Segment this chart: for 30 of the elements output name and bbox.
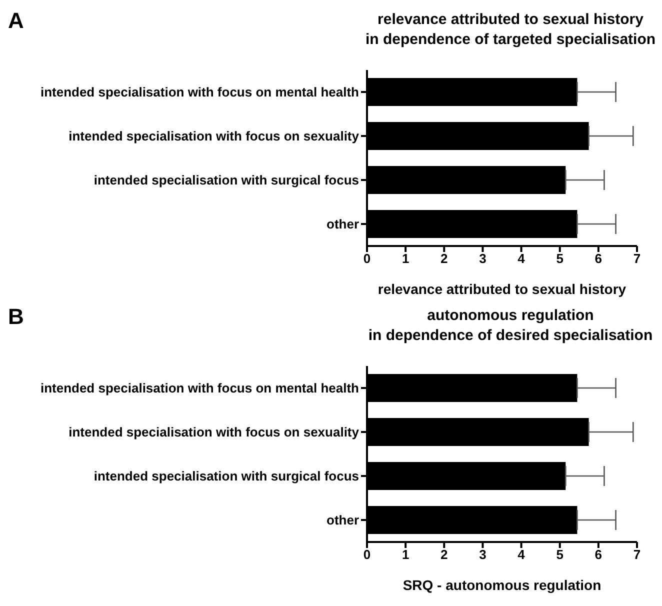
x-tick-label: 6: [594, 547, 602, 562]
x-tick-label: 6: [594, 251, 602, 266]
x-tick-label: 3: [479, 547, 486, 562]
y-tick-label: intended specialisation with surgical focus: [94, 172, 359, 188]
y-tick-label: intended specialisation with focus on sexuality: [68, 128, 360, 144]
y-tick-label: intended specialisation with focus on sexuality: [68, 424, 360, 440]
x-tick-label: 3: [479, 251, 486, 266]
x-tick-label: 1: [402, 251, 410, 266]
y-tick-label: other: [326, 216, 359, 232]
x-tick-label: 2: [440, 251, 448, 266]
x-tick-label: 2: [440, 547, 448, 562]
y-tick-label: intended specialisation with focus on mental health: [40, 84, 360, 100]
x-tick-label: 0: [363, 547, 371, 562]
chart-title: autonomous regulation in dependence of desired specialisation: [367, 306, 654, 346]
x-tick-label: 5: [556, 251, 564, 266]
x-tick-label: 0: [363, 251, 371, 266]
x-tick-label: 4: [518, 547, 526, 562]
text: A: [8, 8, 24, 34]
x-tick-label: 7: [633, 251, 641, 266]
x-axis-title: relevance attributed to sexual history: [378, 281, 626, 297]
x-axis-title: SRQ - autonomous regulation: [402, 577, 602, 593]
y-tick-label: intended specialisation with surgical focus: [94, 468, 359, 484]
y-tick-label: other: [326, 512, 359, 528]
x-tick-label: 1: [402, 547, 410, 562]
x-tick-label: 4: [518, 251, 526, 266]
y-tick-label: intended specialisation with focus on mental health: [40, 380, 360, 396]
chart-title: relevance attributed to sexual history in dependence of targeted specialisation: [364, 10, 657, 50]
x-tick-label: 7: [633, 547, 641, 562]
x-tick-label: 5: [556, 547, 564, 562]
text: B: [8, 304, 24, 330]
